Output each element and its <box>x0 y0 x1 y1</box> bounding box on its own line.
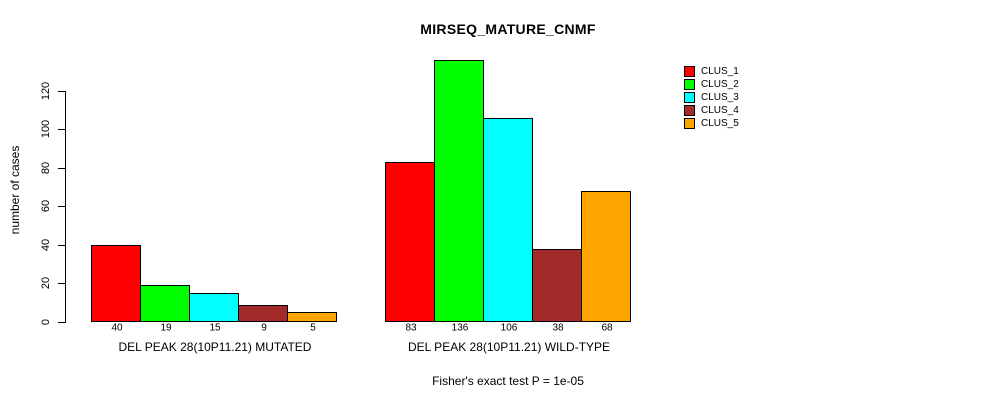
y-tick <box>58 168 65 169</box>
y-tick <box>58 322 65 323</box>
legend-swatch <box>684 79 695 90</box>
bar <box>434 60 484 322</box>
bar <box>287 312 337 322</box>
bar-value-label: 68 <box>601 322 613 334</box>
bar <box>189 293 239 322</box>
bar <box>385 162 435 322</box>
y-tick-label: 100 <box>40 119 52 139</box>
bar <box>140 285 190 322</box>
legend-swatch <box>684 66 695 77</box>
legend: CLUS_1 CLUS_2 CLUS_3 CLUS_4 CLUS_5 <box>684 65 739 130</box>
bar-value-label: 19 <box>160 322 172 334</box>
y-tick-label: 60 <box>40 199 52 213</box>
y-axis-line <box>65 91 66 323</box>
legend-swatch <box>684 105 695 116</box>
bar-value-label: 136 <box>451 322 469 334</box>
y-tick-label: 80 <box>40 161 52 175</box>
legend-label: CLUS_1 <box>701 66 739 77</box>
bar <box>581 191 631 322</box>
legend-label: CLUS_3 <box>701 92 739 103</box>
y-tick-label: 0 <box>40 318 52 326</box>
legend-label: CLUS_5 <box>701 118 739 129</box>
x-group-label: DEL PEAK 28(10P11.21) MUTATED <box>118 340 312 354</box>
y-tick-label: 20 <box>40 276 52 290</box>
bar-value-label: 5 <box>310 322 316 334</box>
bar <box>238 305 288 322</box>
bar-value-label: 106 <box>500 322 518 334</box>
bar-value-label: 9 <box>261 322 267 334</box>
y-tick-label: 120 <box>40 81 52 101</box>
bar-value-label: 83 <box>405 322 417 334</box>
legend-item: CLUS_4 <box>684 104 739 117</box>
bar <box>483 118 533 322</box>
legend-item: CLUS_5 <box>684 117 739 130</box>
legend-item: CLUS_2 <box>684 78 739 91</box>
chart-title: MIRSEQ_MATURE_CNMF <box>420 21 596 37</box>
bar <box>91 245 141 322</box>
legend-item: CLUS_3 <box>684 91 739 104</box>
bar-value-label: 15 <box>209 322 221 334</box>
legend-swatch <box>684 118 695 129</box>
y-tick <box>58 283 65 284</box>
legend-label: CLUS_2 <box>701 79 739 90</box>
legend-item: CLUS_1 <box>684 65 739 78</box>
y-axis-label: number of cases <box>8 145 22 235</box>
x-group-label: DEL PEAK 28(10P11.21) WILD-TYPE <box>407 340 611 354</box>
y-tick <box>58 91 65 92</box>
y-tick <box>58 206 65 207</box>
bar-value-label: 40 <box>111 322 123 334</box>
legend-swatch <box>684 92 695 103</box>
y-tick <box>58 245 65 246</box>
annotation-text: Fisher's exact test P = 1e-05 <box>432 374 584 388</box>
y-tick-label: 40 <box>40 238 52 252</box>
y-tick <box>58 129 65 130</box>
bar <box>532 249 582 322</box>
bar-value-label: 38 <box>552 322 564 334</box>
legend-label: CLUS_4 <box>701 105 739 116</box>
